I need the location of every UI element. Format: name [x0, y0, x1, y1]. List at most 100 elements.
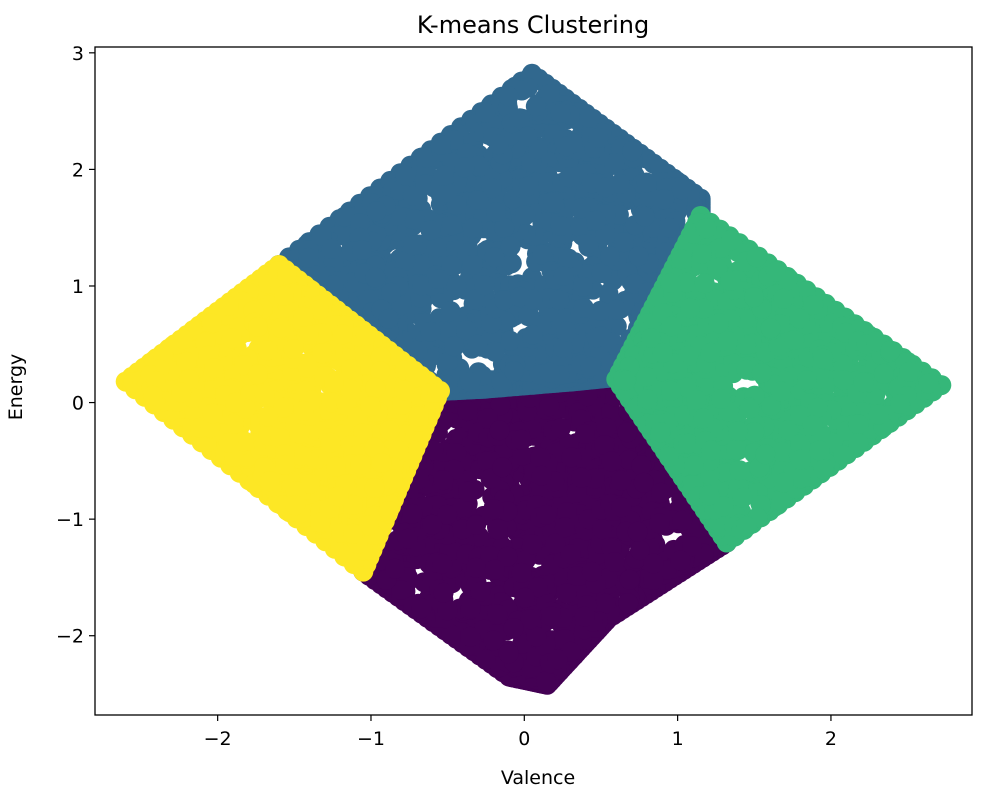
- data-point: [617, 422, 638, 443]
- data-point: [615, 370, 636, 391]
- data-point: [487, 519, 508, 540]
- data-point: [441, 624, 461, 645]
- data-point: [686, 390, 707, 410]
- data-point: [611, 470, 632, 491]
- data-point: [633, 472, 654, 493]
- data-point: [547, 649, 568, 670]
- data-point: [468, 190, 489, 210]
- data-point: [736, 516, 757, 537]
- data-point: [670, 550, 691, 571]
- data-point: [475, 102, 496, 123]
- data-point: [601, 402, 621, 422]
- data-point: [728, 421, 749, 441]
- data-point: [797, 370, 817, 391]
- data-point: [866, 331, 887, 352]
- data-point: [423, 440, 444, 461]
- data-point: [614, 232, 634, 253]
- data-point: [634, 206, 655, 227]
- data-point: [802, 415, 823, 436]
- data-point: [489, 420, 510, 441]
- data-point: [484, 341, 505, 362]
- data-point: [532, 244, 553, 265]
- data-point: [661, 380, 682, 401]
- data-point: [692, 244, 712, 264]
- data-point: [809, 440, 830, 461]
- data-point: [536, 671, 556, 692]
- data-point: [299, 324, 319, 345]
- data-point: [503, 618, 524, 638]
- data-point: [525, 96, 546, 117]
- data-point: [395, 165, 416, 186]
- data-point: [430, 134, 451, 155]
- data-point: [484, 247, 505, 268]
- data-point: [433, 165, 454, 186]
- data-point: [773, 288, 794, 309]
- data-point: [512, 445, 533, 466]
- data-point: [426, 237, 447, 258]
- data-point: [604, 153, 625, 174]
- cluster-1-points: [269, 63, 711, 401]
- data-point: [487, 604, 508, 625]
- data-point: [628, 246, 649, 267]
- data-point: [402, 185, 423, 206]
- data-point: [438, 352, 458, 373]
- data-point: [517, 126, 538, 147]
- data-point: [713, 496, 734, 517]
- x-axis-label: Valence: [501, 767, 575, 789]
- data-point: [813, 459, 834, 480]
- data-point: [219, 296, 239, 316]
- data-point: [407, 340, 428, 361]
- data-point: [371, 452, 392, 473]
- data-point: [671, 179, 692, 200]
- data-point: [509, 108, 530, 129]
- data-point: [561, 447, 582, 468]
- data-point: [518, 176, 539, 197]
- data-point: [515, 205, 536, 225]
- data-point: [550, 418, 571, 439]
- data-point: [518, 306, 539, 327]
- data-point: [721, 230, 742, 251]
- data-point: [676, 272, 697, 293]
- data-point: [483, 630, 504, 651]
- data-point: [536, 504, 557, 525]
- data-point: [700, 440, 721, 461]
- data-point: [446, 276, 467, 297]
- data-point: [427, 382, 448, 403]
- data-point: [693, 408, 714, 429]
- data-point: [297, 357, 318, 378]
- data-point: [591, 326, 611, 347]
- data-point: [694, 273, 715, 294]
- data-point: [554, 517, 575, 538]
- data-point: [350, 213, 370, 234]
- cluster-2-points: [606, 206, 952, 553]
- data-point: [678, 345, 699, 366]
- data-point: [441, 255, 462, 276]
- data-point: [658, 446, 679, 467]
- data-point: [770, 381, 791, 402]
- data-point: [604, 552, 625, 572]
- data-point: [504, 361, 524, 381]
- data-point: [444, 336, 465, 357]
- data-point: [761, 396, 782, 416]
- data-point: [420, 220, 441, 241]
- data-point: [637, 389, 658, 410]
- data-point: [631, 455, 652, 476]
- data-point: [890, 393, 911, 414]
- data-point: [550, 103, 571, 123]
- data-point: [539, 362, 560, 383]
- data-point: [768, 336, 789, 357]
- data-point: [619, 569, 640, 590]
- data-point: [522, 324, 543, 345]
- data-point: [457, 400, 478, 421]
- data-point: [539, 84, 560, 105]
- data-point: [366, 201, 387, 222]
- chart-title: K-means Clustering: [417, 11, 649, 39]
- data-point: [470, 581, 491, 602]
- data-point: [441, 215, 462, 236]
- data-point: [488, 134, 509, 155]
- data-point: [579, 107, 600, 128]
- data-point: [627, 521, 648, 542]
- data-point: [477, 451, 497, 472]
- data-point: [784, 330, 805, 350]
